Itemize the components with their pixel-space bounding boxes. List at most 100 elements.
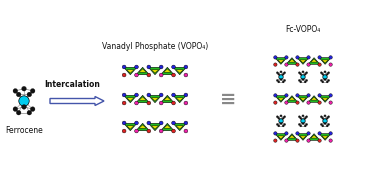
Circle shape <box>22 86 26 91</box>
Circle shape <box>147 129 151 133</box>
Polygon shape <box>176 70 183 73</box>
Circle shape <box>296 63 299 66</box>
Polygon shape <box>297 134 309 140</box>
Circle shape <box>320 72 322 74</box>
Circle shape <box>329 101 332 104</box>
Circle shape <box>285 132 288 135</box>
Polygon shape <box>275 58 287 64</box>
Polygon shape <box>278 98 284 101</box>
Polygon shape <box>319 134 331 140</box>
Polygon shape <box>300 136 306 139</box>
Polygon shape <box>127 126 134 129</box>
Polygon shape <box>286 96 298 102</box>
Polygon shape <box>278 60 284 63</box>
Circle shape <box>326 73 328 75</box>
Circle shape <box>147 93 151 97</box>
Circle shape <box>328 72 330 74</box>
Polygon shape <box>286 134 298 140</box>
Circle shape <box>122 73 126 77</box>
Circle shape <box>279 75 283 79</box>
Circle shape <box>278 81 280 83</box>
Polygon shape <box>289 59 295 62</box>
Circle shape <box>278 73 280 75</box>
Circle shape <box>318 56 321 59</box>
Circle shape <box>296 56 299 59</box>
Circle shape <box>307 101 310 104</box>
Circle shape <box>184 101 188 105</box>
Circle shape <box>307 56 310 59</box>
Circle shape <box>307 94 310 97</box>
Circle shape <box>302 78 304 81</box>
Circle shape <box>329 94 332 97</box>
Circle shape <box>184 65 188 69</box>
Text: Vanadyl Phosphate (VOPO₄): Vanadyl Phosphate (VOPO₄) <box>102 42 208 51</box>
Polygon shape <box>124 123 137 131</box>
Circle shape <box>326 81 328 83</box>
Circle shape <box>300 81 302 83</box>
Circle shape <box>298 79 300 81</box>
Circle shape <box>296 101 299 104</box>
Circle shape <box>324 78 326 81</box>
Polygon shape <box>311 59 317 62</box>
Circle shape <box>282 125 284 127</box>
Circle shape <box>301 119 305 123</box>
Circle shape <box>282 73 284 75</box>
Circle shape <box>285 139 288 142</box>
Circle shape <box>122 129 126 133</box>
Circle shape <box>285 56 288 59</box>
Circle shape <box>302 122 304 125</box>
Circle shape <box>30 89 35 93</box>
Circle shape <box>184 121 188 125</box>
Circle shape <box>282 117 284 119</box>
Polygon shape <box>308 96 320 102</box>
Circle shape <box>274 101 277 104</box>
Text: Ferrocene: Ferrocene <box>5 126 43 135</box>
Polygon shape <box>151 98 159 101</box>
Circle shape <box>280 78 282 81</box>
Circle shape <box>301 75 305 79</box>
Polygon shape <box>136 67 149 75</box>
Circle shape <box>328 79 330 81</box>
Circle shape <box>27 110 32 115</box>
Circle shape <box>322 81 324 83</box>
Circle shape <box>22 105 26 109</box>
Circle shape <box>306 79 308 81</box>
Circle shape <box>13 107 18 112</box>
Polygon shape <box>275 96 287 102</box>
Circle shape <box>13 89 18 93</box>
Circle shape <box>324 122 326 125</box>
Circle shape <box>27 92 32 97</box>
Circle shape <box>284 72 286 74</box>
Polygon shape <box>278 136 284 139</box>
Circle shape <box>318 94 321 97</box>
Polygon shape <box>124 95 137 103</box>
Polygon shape <box>148 95 162 103</box>
Circle shape <box>318 63 321 66</box>
Circle shape <box>329 63 332 66</box>
Polygon shape <box>289 97 295 100</box>
Circle shape <box>279 119 283 123</box>
Circle shape <box>284 116 286 118</box>
Circle shape <box>326 125 328 127</box>
Circle shape <box>276 116 278 118</box>
Circle shape <box>274 56 277 59</box>
Polygon shape <box>173 95 187 103</box>
Circle shape <box>296 139 299 142</box>
Circle shape <box>184 93 188 97</box>
Circle shape <box>172 93 176 97</box>
Circle shape <box>280 122 282 125</box>
Polygon shape <box>139 125 146 128</box>
Circle shape <box>135 65 138 69</box>
Circle shape <box>302 71 304 73</box>
Polygon shape <box>139 97 146 100</box>
Circle shape <box>322 125 324 127</box>
Circle shape <box>172 101 176 105</box>
Circle shape <box>280 71 282 73</box>
Polygon shape <box>286 58 298 64</box>
Polygon shape <box>127 98 134 101</box>
Polygon shape <box>151 70 159 73</box>
Polygon shape <box>308 134 320 140</box>
Circle shape <box>307 139 310 142</box>
Circle shape <box>122 121 126 125</box>
Circle shape <box>306 116 308 118</box>
